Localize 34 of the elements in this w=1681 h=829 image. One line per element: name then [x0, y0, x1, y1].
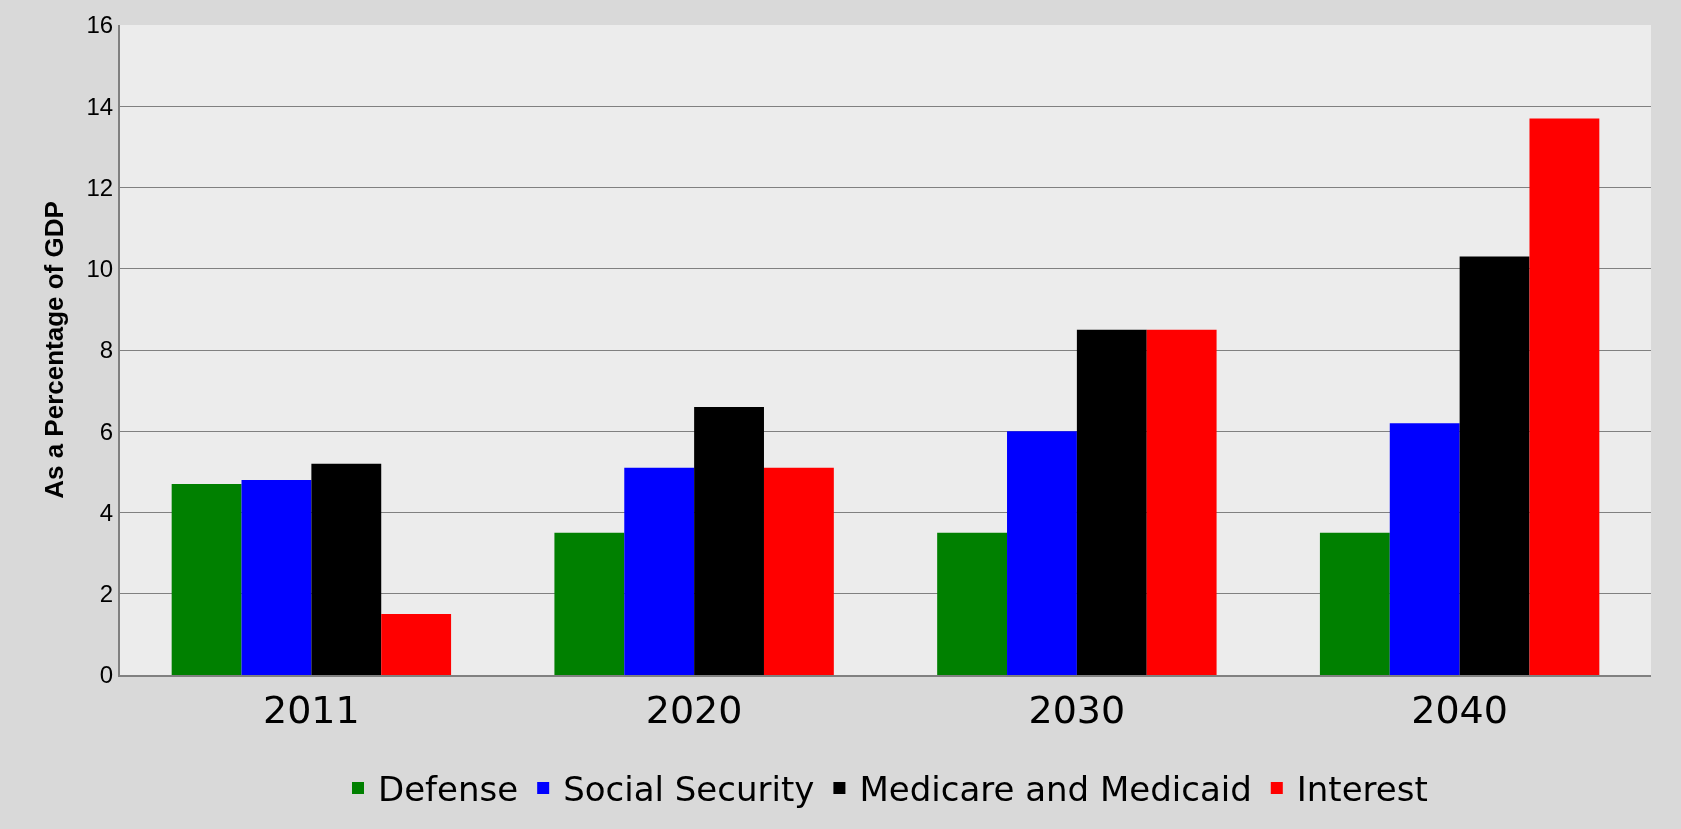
y-tick-label: 10 — [86, 255, 114, 283]
bar — [1076, 329, 1147, 675]
bar — [1459, 256, 1530, 675]
y-tick-label: 8 — [99, 336, 114, 364]
legend-label: Medicare and Medicaid — [859, 769, 1252, 810]
x-tick-label: 2030 — [1028, 687, 1126, 732]
y-tick-label: 2 — [99, 580, 114, 608]
x-tick-label: 2020 — [645, 687, 743, 732]
y-tick-label: 12 — [86, 173, 114, 201]
bar — [1319, 532, 1390, 675]
bar — [241, 480, 312, 675]
legend-label: Interest — [1296, 769, 1428, 810]
x-tick-label: 2040 — [1411, 687, 1508, 732]
bar — [763, 467, 834, 675]
bar — [1389, 423, 1460, 675]
bar — [554, 532, 625, 675]
y-tick-label: 16 — [86, 11, 114, 39]
bar — [624, 467, 695, 675]
bar — [381, 614, 452, 675]
y-tick-label: 6 — [99, 417, 114, 445]
x-tick-label: 2011 — [263, 687, 360, 732]
bar — [311, 463, 382, 675]
y-axis-title: As a Percentage of GDP — [39, 201, 70, 499]
y-tick-label: 0 — [99, 661, 114, 689]
legend-label: Defense — [378, 769, 519, 810]
bar — [1007, 431, 1077, 675]
y-tick-label: 4 — [99, 498, 114, 526]
bar — [1146, 329, 1217, 675]
bar — [1529, 118, 1600, 675]
bar — [937, 532, 1008, 675]
y-tick-label: 14 — [86, 92, 114, 120]
bar — [171, 484, 242, 675]
bar — [694, 406, 764, 675]
legend-label: Social Security — [563, 769, 815, 810]
